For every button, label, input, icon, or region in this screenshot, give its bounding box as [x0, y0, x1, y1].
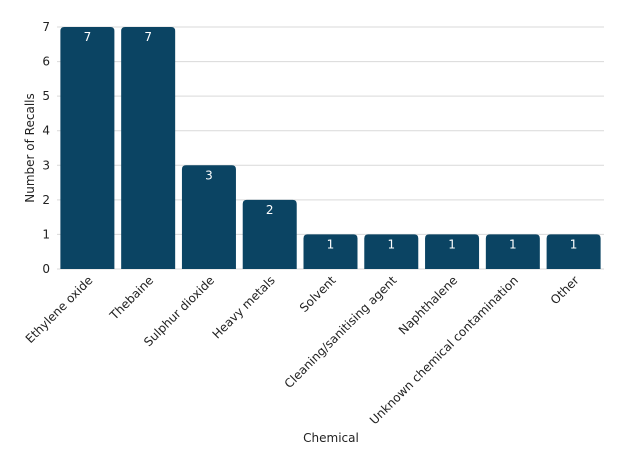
x-tick-label: Thebaine: [106, 273, 156, 323]
x-tick-label: Other: [548, 273, 582, 307]
bar: [242, 199, 297, 269]
y-tick-label: 3: [42, 158, 50, 172]
bar-value-label: 2: [266, 203, 274, 217]
x-tick-label: Heavy metals: [210, 273, 278, 341]
y-tick-label: 4: [42, 124, 50, 138]
bar-value-label: 1: [387, 237, 395, 251]
y-axis-title: Number of Recalls: [23, 93, 37, 202]
bar-value-label: 3: [205, 168, 213, 182]
x-tick-label: Ethylene oxide: [23, 273, 96, 346]
bar-value-label: 7: [144, 30, 152, 44]
data-labels: 7 7 3 2 1 1 1 1 1: [84, 30, 578, 251]
x-tick-label: Solvent: [297, 273, 339, 315]
y-tick-label: 2: [42, 193, 50, 207]
bar-value-label: 1: [448, 237, 456, 251]
x-axis-title: Chemical: [303, 431, 359, 445]
y-tick-label: 1: [42, 227, 50, 241]
bar: [303, 234, 358, 269]
y-tick-label: 5: [42, 89, 50, 103]
y-tick-label: 7: [42, 20, 50, 34]
bar-value-label: 1: [327, 237, 335, 251]
bar: [485, 234, 540, 269]
bar: [546, 234, 601, 269]
bar-value-label: 7: [84, 30, 92, 44]
y-tick-label: 0: [42, 262, 50, 276]
bar: [425, 234, 480, 269]
bar: [121, 27, 176, 269]
bar: [60, 27, 115, 269]
bars: [60, 27, 601, 269]
x-tick-label: Naphthalene: [396, 273, 460, 337]
y-axis-ticks: 0 1 2 3 4 5 6 7: [42, 20, 50, 276]
y-tick-label: 6: [42, 55, 50, 69]
bar-value-label: 1: [570, 237, 578, 251]
bar-value-label: 1: [509, 237, 517, 251]
x-tick-label: Cleaning/sanitising agent: [282, 273, 400, 391]
bar: [364, 234, 419, 269]
bar: [181, 165, 236, 269]
